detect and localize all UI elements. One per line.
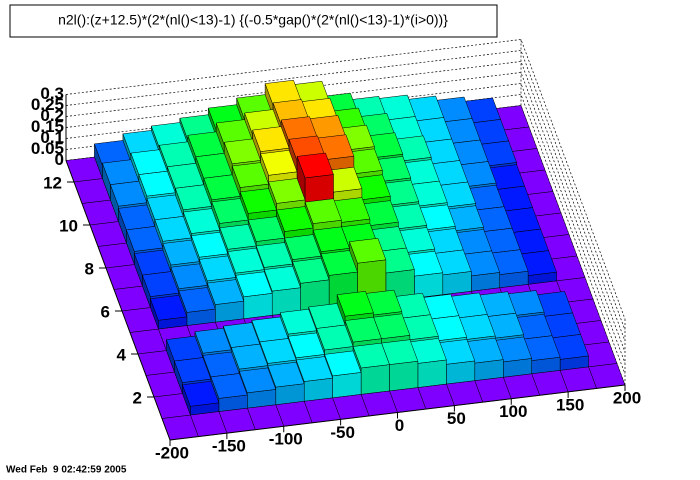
y-tick-label: 4 [117,345,127,364]
bin-top-face [170,263,208,289]
bin-top-face [304,198,342,224]
bin-front-face [389,360,419,392]
bin-top-face [154,216,192,242]
y-tick-label: 10 [59,216,78,235]
bin-top-face [138,170,176,197]
bin-top-face [206,279,245,305]
bin-top-face [259,338,297,364]
bin-top-face [174,357,212,383]
bin-top-face [316,324,354,351]
bin-top-face [287,332,325,359]
bin-top-face [252,126,290,152]
x-tick-label: 100 [499,402,527,421]
z-tick-label: 0.15 [31,117,64,136]
bin-top-face [247,216,285,242]
bin-top-face [227,247,265,274]
bin-top-face [238,367,277,394]
bin-top-face [292,258,330,284]
x-tick-label: -150 [212,437,246,456]
bin-top-face [344,316,382,343]
bin-top-face [255,242,293,268]
bin-top-face [174,184,213,211]
x-tick-label: 0 [395,416,404,435]
grid-line [65,39,626,320]
bin-top-face [279,308,317,335]
bin-top-face [150,295,188,321]
y-tick-label: 8 [85,259,94,278]
chart-title: n2l():(z+12.5)*(2*(nl()<13)-1) {(-0.5*ga… [58,12,448,28]
bin-top-face [276,206,314,232]
z-tick-label: 0 [55,150,64,169]
bin-top-face [352,342,390,369]
bin-top-face [231,162,269,188]
bin-top-face [210,373,248,399]
bin-top-face [349,238,387,264]
bin-top-face [203,174,241,201]
bin-top-face [239,188,277,214]
bin-top-face [190,232,229,258]
bin-front-face [442,271,472,295]
bin-top-face [219,224,257,250]
bin-front-face [332,372,362,399]
title-box [9,4,498,38]
bin-front-face [446,360,476,385]
lego-bin [434,249,472,295]
y-tick-label: 6 [101,302,110,321]
bin-top-face [312,226,350,252]
bin-top-face [211,198,249,224]
bin-front-face [303,377,333,402]
bin-top-face [320,250,358,276]
x-tick-label: -100 [269,430,303,449]
x-tick-label: -50 [330,423,355,442]
bin-top-face [162,239,200,266]
y-tick-label: 12 [43,173,62,192]
x-tick-label: -200 [155,443,189,462]
grid-line [65,50,626,331]
bin-top-face [182,208,221,234]
bin-front-face [417,359,447,388]
z-tick-label: 0.05 [31,139,64,158]
bin-top-face [336,291,374,317]
bin-top-face [260,150,298,176]
x-tick-label: 50 [447,409,466,428]
bin-top-face [230,343,269,370]
bin-top-face [110,180,148,207]
bin-top-face [182,381,220,407]
bin-top-face [284,234,322,260]
lego-bin [150,295,188,330]
bin-top-face [324,350,362,377]
bin-top-face [142,271,180,297]
bin-top-face [235,271,273,298]
bin-top-face [263,265,301,292]
z-tick-label: 0.2 [40,106,64,125]
bin-top-face [295,356,333,382]
bin-front-face [360,364,390,395]
grid-line [65,61,626,342]
bin-top-face [223,138,261,165]
z-tick-label: 0.25 [31,95,64,114]
bin-top-face [198,255,237,282]
lego-bin [551,334,589,371]
lego-bin [182,381,220,416]
z-tick-label: 0.1 [40,128,64,147]
z-tick-label: 0.3 [40,84,64,103]
y-tick-label: 2 [133,388,142,407]
bin-top-face [178,287,216,313]
x-tick-label: 150 [556,395,584,414]
axis-line [65,160,171,441]
bin-top-face [268,178,306,204]
bin-front-face [243,293,273,320]
bin-top-face [194,328,232,354]
bin-top-face [126,226,164,252]
bin-top-face [296,152,334,179]
bin-top-face [267,361,305,388]
footer: Wed Feb 9 02:42:59 2005 [6,465,127,476]
x-tick-label: 200 [613,388,641,407]
